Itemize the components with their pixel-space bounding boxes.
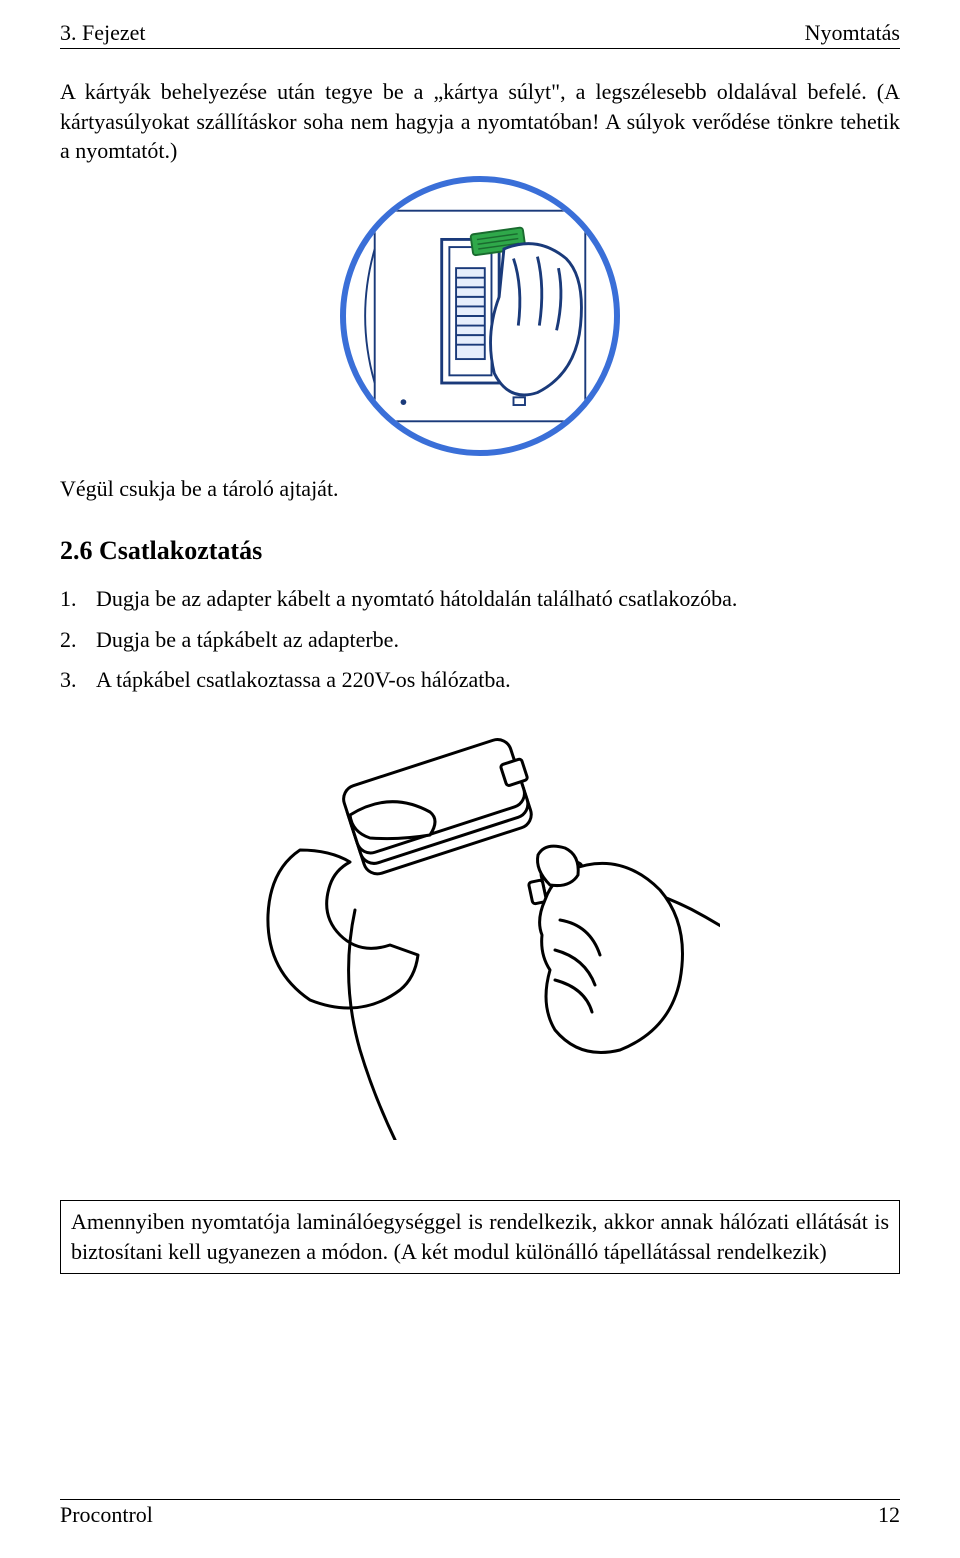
step-text: A tápkábel csatlakoztassa a 220V-os háló…	[96, 667, 511, 692]
step-number: 2.	[60, 625, 77, 656]
step-number: 1.	[60, 584, 77, 615]
note-box: Amennyiben nyomtatója laminálóegységgel …	[60, 1200, 900, 1273]
section-label: Nyomtatás	[805, 20, 900, 46]
circle-diagram	[340, 176, 620, 456]
note-text: Amennyiben nyomtatója laminálóegységgel …	[71, 1209, 889, 1264]
step-text: Dugja be az adapter kábelt a nyomtató há…	[96, 586, 737, 611]
adapter-svg	[240, 720, 720, 1140]
illustration-card-insert	[60, 176, 900, 456]
chapter-label: 3. Fejezet	[60, 20, 146, 46]
step-number: 3.	[60, 665, 77, 696]
footer-left: Procontrol	[60, 1502, 153, 1528]
close-door-paragraph: Végül csukja be a tároló ajtaját.	[60, 474, 900, 504]
illustration-adapter-connect	[60, 720, 900, 1140]
step-text: Dugja be a tápkábelt az adapterbe.	[96, 627, 399, 652]
steps-list: 1. Dugja be az adapter kábelt a nyomtató…	[60, 584, 900, 696]
intro-paragraph: A kártyák behelyezése után tegye be a „k…	[60, 77, 900, 166]
page-header: 3. Fejezet Nyomtatás	[60, 20, 900, 49]
step-1: 1. Dugja be az adapter kábelt a nyomtató…	[96, 584, 900, 615]
footer-page-number: 12	[878, 1502, 900, 1528]
step-2: 2. Dugja be a tápkábelt az adapterbe.	[96, 625, 900, 656]
page-footer: Procontrol 12	[60, 1499, 900, 1528]
section-title: 2.6 Csatlakoztatás	[60, 536, 900, 566]
step-3: 3. A tápkábel csatlakoztassa a 220V-os h…	[96, 665, 900, 696]
printer-slot-svg	[346, 182, 614, 450]
